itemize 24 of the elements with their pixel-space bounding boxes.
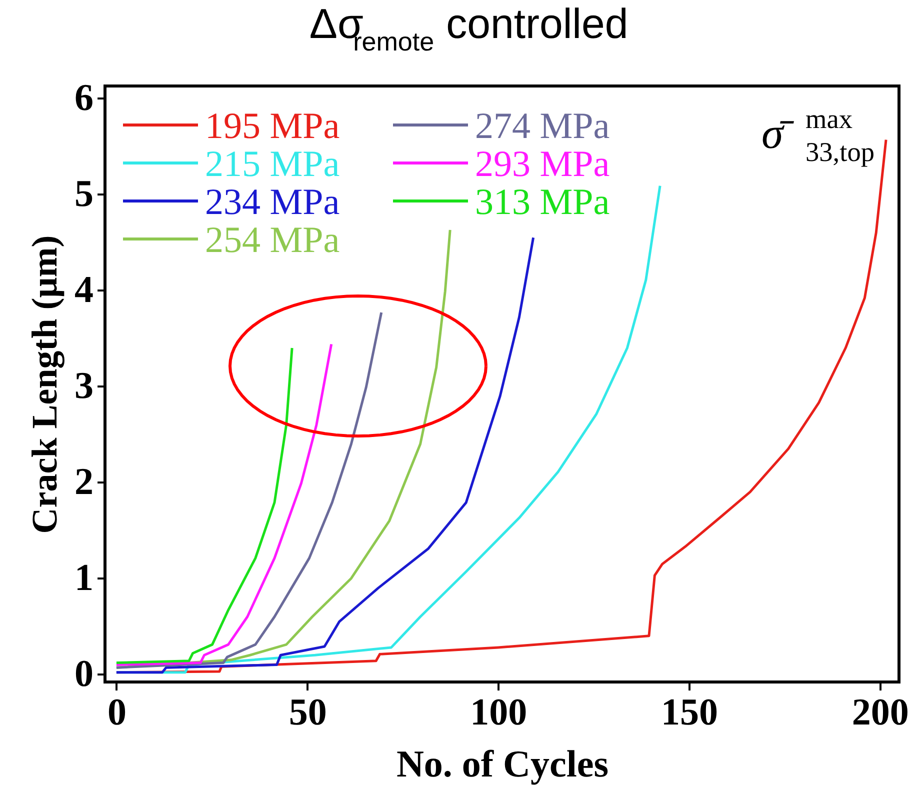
- line-series: [115, 346, 294, 664]
- y-tick-label: 6: [74, 76, 94, 119]
- y-axis-title: Crack Length (μm): [24, 235, 64, 534]
- x-tick-label: 100: [470, 692, 528, 734]
- x-tick-label: 0: [107, 692, 126, 734]
- y-tick-label: 0: [74, 652, 94, 695]
- y-tick-label: 1: [74, 556, 94, 599]
- legend-label: 313 MPa: [475, 182, 610, 223]
- x-tick-label: 150: [661, 692, 718, 734]
- legend-label: 254 MPa: [205, 220, 340, 261]
- y-tick-label: 4: [74, 268, 94, 311]
- legend-label: 293 MPa: [475, 144, 610, 185]
- y-tick-label: 3: [74, 364, 94, 407]
- legend-label: 195 MPa: [205, 106, 340, 147]
- line-series: [115, 342, 333, 666]
- y-tick-label: 5: [74, 172, 94, 215]
- x-axis-title: No. of Cycles: [396, 744, 609, 786]
- line-series: [115, 311, 383, 669]
- y-tick-label: 2: [74, 460, 94, 503]
- legend-label: 215 MPa: [205, 144, 340, 185]
- legend-label: 274 MPa: [475, 106, 610, 147]
- legend-label: 234 MPa: [205, 182, 340, 223]
- x-tick-label: 200: [852, 692, 909, 734]
- x-tick-label: 50: [288, 692, 327, 734]
